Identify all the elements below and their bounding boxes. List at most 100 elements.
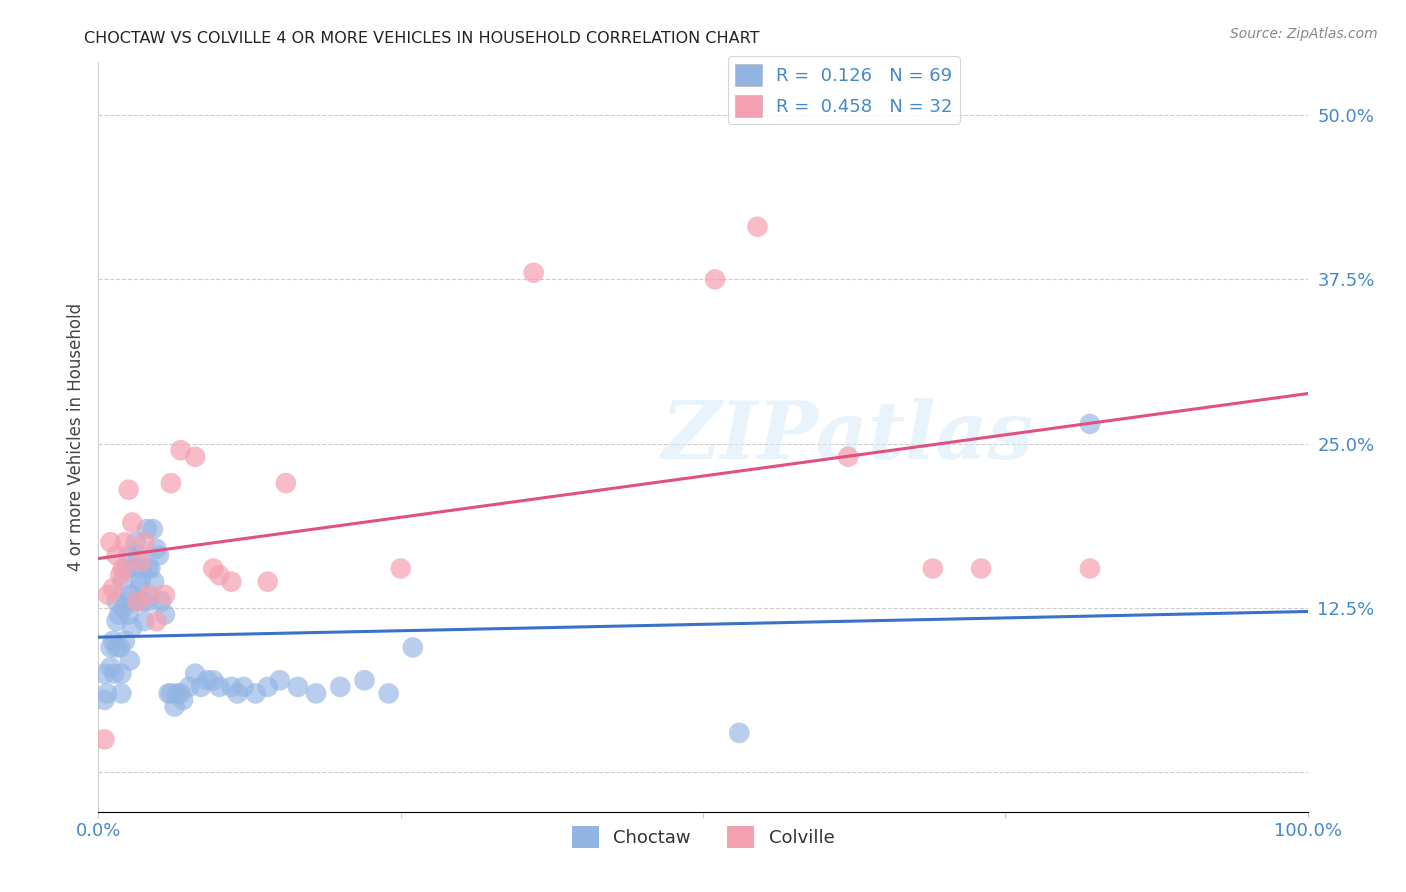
Point: [150, 594, 173, 608]
Point: [134, 535, 156, 549]
Point: [108, 568, 131, 582]
Point: [921, 561, 943, 575]
Point: [256, 680, 278, 694]
Point: [245, 686, 267, 700]
Point: [163, 699, 186, 714]
Point: [195, 673, 218, 688]
Point: [523, 266, 546, 280]
Point: [118, 549, 141, 563]
Point: [226, 686, 249, 700]
Point: [105, 594, 128, 608]
Point: [100, 660, 122, 674]
Text: ZIPatlas: ZIPatlas: [662, 399, 1035, 475]
Point: [124, 561, 146, 575]
Point: [970, 561, 993, 575]
Point: [108, 640, 131, 655]
Point: [108, 607, 131, 622]
Point: [169, 686, 191, 700]
Legend: Choctaw, Colville: Choctaw, Colville: [564, 819, 842, 855]
Point: [125, 535, 148, 549]
Text: CHOCTAW VS COLVILLE 4 OR MORE VEHICLES IN HOUSEHOLD CORRELATION CHART: CHOCTAW VS COLVILLE 4 OR MORE VEHICLES I…: [84, 31, 759, 46]
Point: [100, 640, 122, 655]
Point: [117, 594, 139, 608]
Point: [139, 561, 162, 575]
Point: [208, 568, 231, 582]
Point: [128, 581, 150, 595]
Point: [129, 555, 152, 569]
Point: [127, 594, 149, 608]
Point: [93, 693, 115, 707]
Point: [132, 594, 155, 608]
Point: [389, 561, 412, 575]
Point: [153, 588, 176, 602]
Point: [118, 483, 141, 497]
Point: [138, 594, 160, 608]
Point: [837, 450, 859, 464]
Point: [184, 450, 207, 464]
Point: [202, 673, 225, 688]
Point: [221, 680, 243, 694]
Point: [93, 666, 115, 681]
Point: [121, 516, 143, 530]
Point: [114, 535, 136, 549]
Point: [153, 607, 176, 622]
Point: [329, 680, 352, 694]
Point: [127, 594, 149, 608]
Point: [208, 680, 231, 694]
Point: [728, 726, 751, 740]
Point: [190, 680, 212, 694]
Text: Source: ZipAtlas.com: Source: ZipAtlas.com: [1230, 27, 1378, 41]
Point: [93, 732, 115, 747]
Point: [402, 640, 425, 655]
Point: [105, 640, 128, 655]
Point: [256, 574, 278, 589]
Point: [105, 614, 128, 628]
Point: [118, 607, 141, 622]
Point: [704, 272, 727, 286]
Point: [111, 574, 134, 589]
Point: [160, 686, 183, 700]
Point: [129, 574, 152, 589]
Point: [100, 535, 122, 549]
Point: [377, 686, 399, 700]
Point: [157, 686, 180, 700]
Point: [103, 666, 125, 681]
Point: [274, 476, 297, 491]
Point: [110, 666, 132, 681]
Point: [172, 693, 194, 707]
Point: [114, 633, 136, 648]
Point: [287, 680, 309, 694]
Point: [118, 654, 141, 668]
Point: [136, 561, 159, 575]
Point: [101, 633, 124, 648]
Point: [142, 522, 165, 536]
Point: [101, 581, 124, 595]
Point: [169, 443, 191, 458]
Point: [127, 549, 149, 563]
Point: [120, 588, 142, 602]
Point: [166, 686, 188, 700]
Point: [96, 686, 118, 700]
Point: [143, 574, 166, 589]
Point: [110, 686, 132, 700]
Point: [269, 673, 291, 688]
Point: [179, 680, 201, 694]
Point: [97, 588, 120, 602]
Point: [105, 549, 128, 563]
Point: [148, 549, 170, 563]
Point: [160, 476, 183, 491]
Point: [305, 686, 328, 700]
Point: [135, 522, 157, 536]
Point: [115, 561, 138, 575]
Point: [138, 588, 160, 602]
Point: [232, 680, 254, 694]
Point: [353, 673, 375, 688]
Point: [131, 561, 153, 575]
Point: [134, 614, 156, 628]
Point: [184, 666, 207, 681]
Y-axis label: 4 or more Vehicles in Household: 4 or more Vehicles in Household: [66, 303, 84, 571]
Point: [111, 561, 134, 575]
Point: [1078, 417, 1101, 431]
Point: [221, 574, 243, 589]
Point: [145, 614, 167, 628]
